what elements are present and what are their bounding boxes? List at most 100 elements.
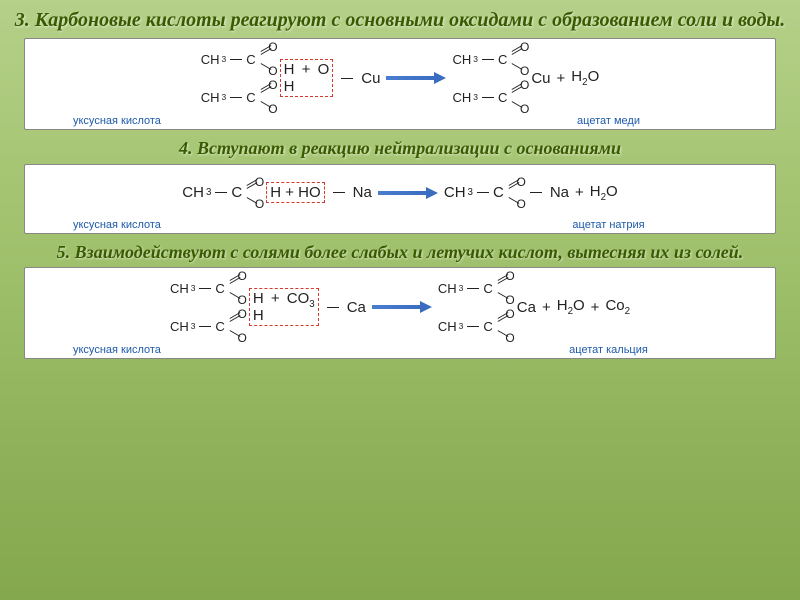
r3p-c-b: C [483,320,492,333]
r1-h2: H [284,79,295,96]
r3-o-top-b: O [237,308,246,320]
r2-na: Na [353,184,372,201]
r3-ch3-a: CH [170,282,189,295]
r3-product-label: ацетат кальция [390,344,767,356]
r3p-o-bot-a: O [505,294,514,306]
r3-o-bot-a: O [237,294,246,306]
arrow-icon-2 [378,189,438,197]
r1p-c-a: C [498,53,507,66]
r1-salt-pair: CH3 C OO CH3 C OO [452,43,525,113]
r2-ch3: CH [182,184,204,201]
r2-labels: уксусная кислота ацетат натрия [33,219,767,231]
r2-salt: CH3 C OO [444,177,522,209]
r1-cu: Cu [361,70,380,87]
r3-salt-pair: CH3 C OO CH3 C OO [438,272,511,342]
r2p-ch3: CH [444,184,466,201]
r1-labels: уксусная кислота ацетат меди [33,115,767,127]
r1-h-box: H H + O [280,59,334,97]
r2-acid: CH3 C OO [182,177,260,209]
r3p-ch3-b: CH [438,320,457,333]
r3-reagent-label: уксусная кислота [33,344,390,356]
r3-c-b: C [215,320,224,333]
r3p-ch3-a: CH [438,282,457,295]
r1p-ch3-a: CH [452,53,471,66]
reaction-1-equation: CH3 C OO CH3 C OO H H + O Cu [201,43,599,113]
r3-h2o-h: H [557,297,568,314]
r2-h2o-o: O [606,183,618,200]
r3-sub3-b: 3 [191,322,196,330]
r2-o-top: O [255,175,264,189]
r3-co2-c: Co [605,297,624,314]
r2p-sub3: 3 [468,187,473,198]
r3-o-bot-b: O [237,332,246,344]
r3-labels: уксусная кислота ацетат кальция [33,344,767,356]
reaction-2: CH3 C OO H + HO Na CH3 C OO Na + H2O укс… [24,164,776,234]
r1-ch3-a: CH [201,53,220,66]
r2-h2o-h: H [590,183,601,200]
r3-h2o-o: O [573,297,585,314]
reaction-2-equation: CH3 C OO H + HO Na CH3 C OO Na + H2O [182,169,617,217]
r1-sub3-b: 3 [222,93,227,101]
r2p-o-bot: O [516,197,525,211]
arrow-icon-3 [372,303,432,311]
r1-o-bot-b: O [268,103,277,115]
reaction-3-equation: CH3 C OO CH3 C OO H H + CO3 Ca [170,272,630,342]
r3p-o-top-b: O [505,308,514,320]
r1p-sub3-b: 3 [473,93,478,101]
r3-acid-pair: CH3 C OO CH3 C OO [170,272,243,342]
r2p-o-top: O [516,175,525,189]
r2-c: C [231,184,242,201]
r1-o-bot-a: O [268,65,277,77]
r2-sub3: 3 [206,187,211,198]
r3-ch3-b: CH [170,320,189,333]
r2-product-label: ацетат натрия [390,219,767,231]
r3-co3sub: 3 [309,299,314,310]
r1p-sub3-a: 3 [473,55,478,63]
r3p-c-a: C [483,282,492,295]
r1p-o-bot-a: O [520,65,529,77]
r3-co3: CO [287,290,310,307]
r3-c-a: C [215,282,224,295]
r1-oxide-o: O [318,61,330,78]
r3-box: H H + CO3 [249,288,319,326]
r1-product-label: ацетат меди [390,115,767,127]
r3p-o-top-a: O [505,270,514,282]
r1-c-b: C [246,91,255,104]
r3-h2: H [253,308,264,325]
arrow-icon [386,74,446,82]
r3-sub3-a: 3 [191,284,196,292]
r3-co2-2: 2 [625,306,630,317]
r1-o-top-a: O [268,41,277,53]
r2-ho: HO [298,184,321,201]
r3-ca: Ca [347,299,366,316]
r1p-o-top-a: O [520,41,529,53]
r2-box: H + HO [266,182,324,203]
r3-o-top-a: O [237,270,246,282]
r1p-c-b: C [498,91,507,104]
r2-h: H [270,184,281,201]
r2-o-bot: O [255,197,264,211]
heading-4: 4. Вступают в реакцию нейтрализации с ос… [14,138,786,160]
r1-sub3-a: 3 [222,55,227,63]
reaction-3: CH3 C OO CH3 C OO H H + CO3 Ca [24,267,776,359]
r1p-o-bot-b: O [520,103,529,115]
r3p-sub3-a: 3 [459,284,464,292]
r1-c-a: C [246,53,255,66]
reaction-1: CH3 C OO CH3 C OO H H + O Cu [24,38,776,130]
r1-h2o-o: O [588,68,600,85]
r1p-cu: Cu [531,70,550,87]
r2p-na: Na [550,184,569,201]
r3p-ca: Ca [517,299,536,316]
heading-5: 5. Взаимодействуют с солями более слабых… [14,242,786,264]
r1-acid-pair: CH3 C OO CH3 C OO [201,43,274,113]
r1-o-top-b: O [268,79,277,91]
r1-ch3-b: CH [201,91,220,104]
r3p-sub3-b: 3 [459,322,464,330]
r3-h1: H [253,291,264,308]
r3p-o-bot-b: O [505,332,514,344]
r1p-ch3-b: CH [452,91,471,104]
r2-reagent-label: уксусная кислота [33,219,390,231]
r1-h2o-h: H [571,68,582,85]
heading-3: 3. Карбоновые кислоты реагируют с основн… [14,8,786,32]
r1-reagent-label: уксусная кислота [33,115,390,127]
